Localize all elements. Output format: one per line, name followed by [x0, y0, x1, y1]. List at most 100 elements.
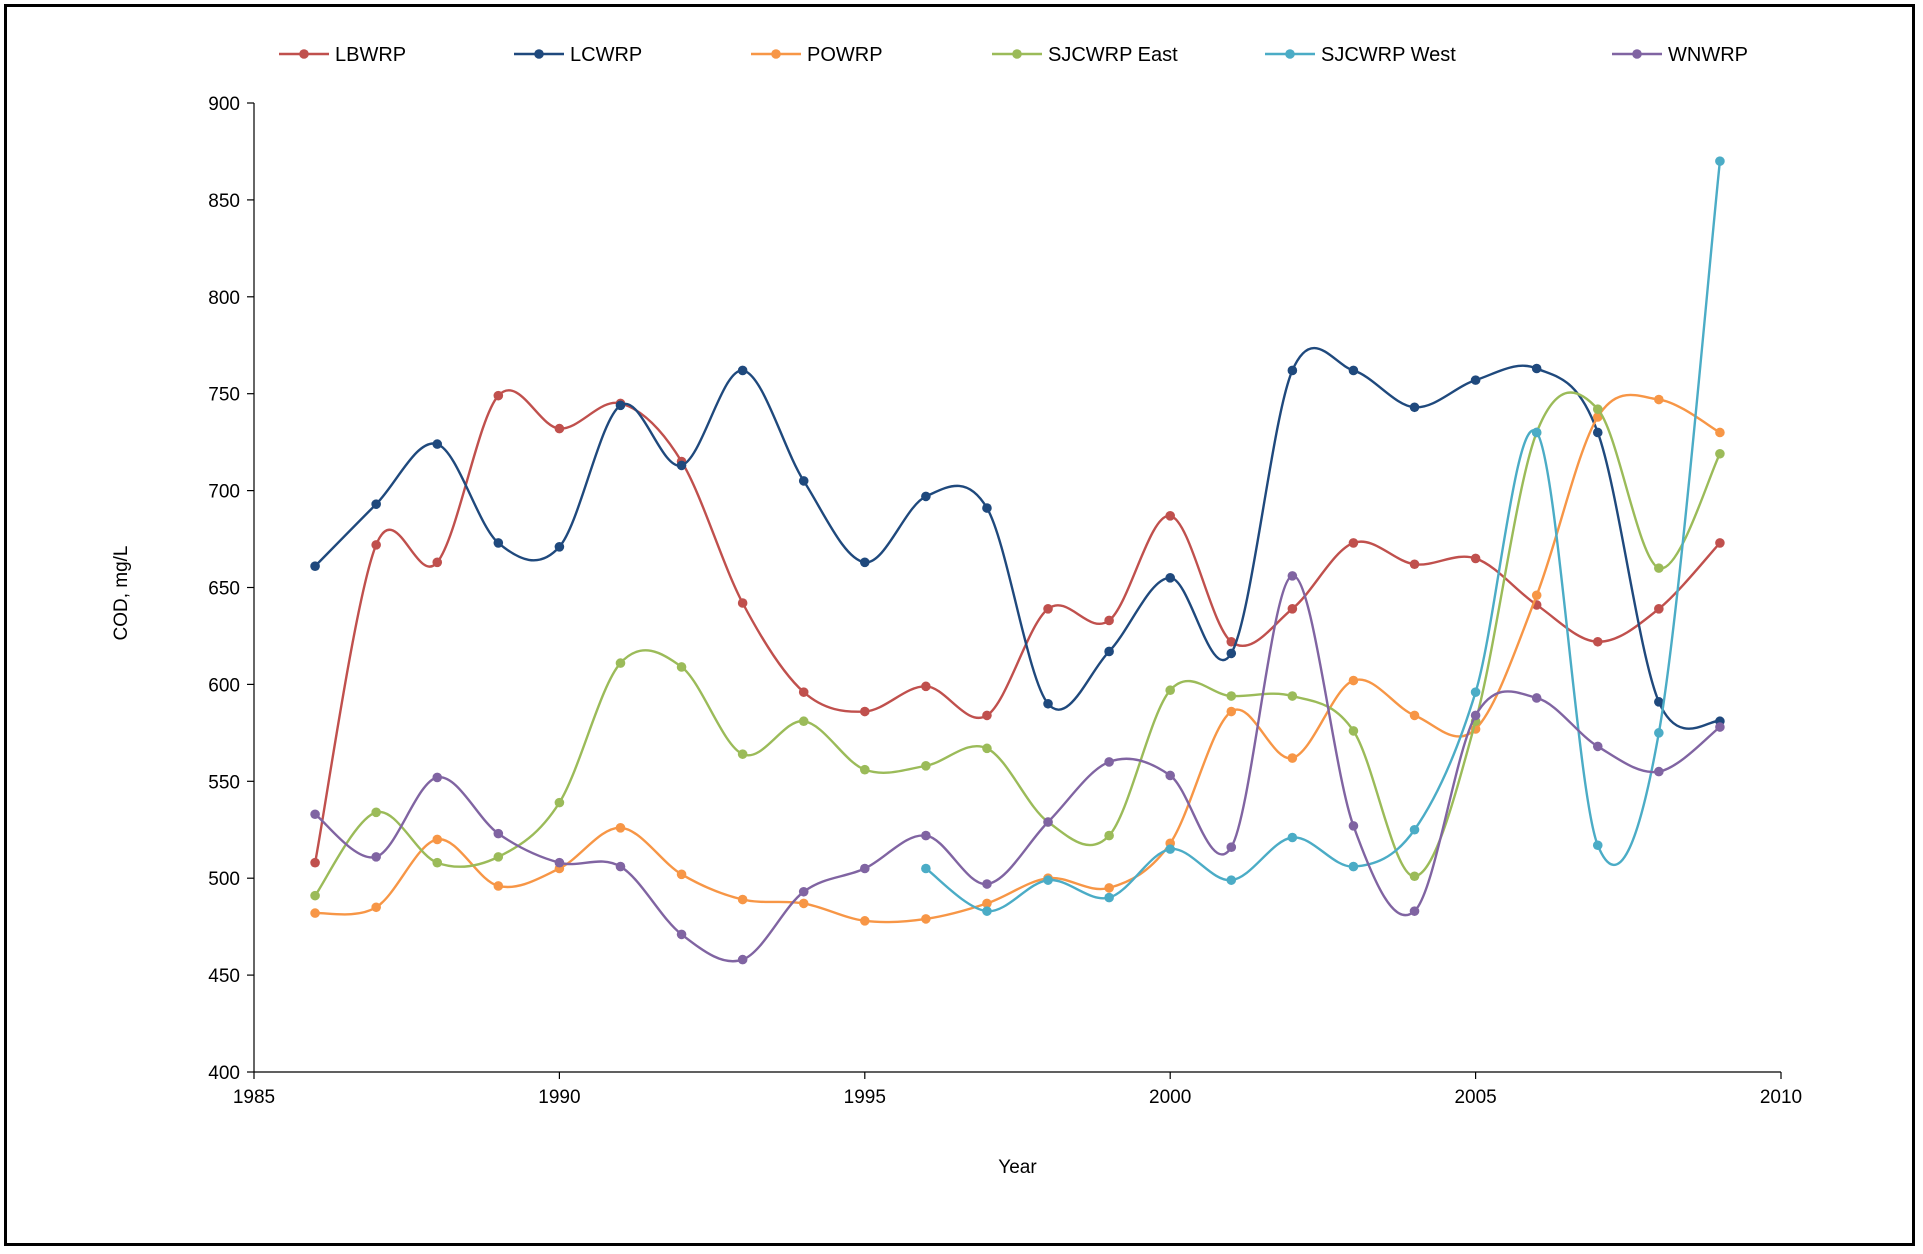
legend-item-lbwrp: LBWRP [279, 44, 406, 66]
data-point-wnwrp [432, 772, 443, 783]
data-point-powrp [1409, 710, 1420, 721]
series-line-sjcwrp-east [314, 391, 1721, 897]
data-point-powrp [1287, 753, 1298, 763]
data-point-sjcwrp-east [493, 852, 504, 862]
data-point-powrp [860, 916, 870, 926]
data-point-lcwrp [371, 499, 381, 509]
data-point-sjcwrp-east [1348, 726, 1359, 736]
data-point-lcwrp [737, 365, 748, 376]
data-point-sjcwrp-east [1165, 685, 1175, 696]
data-point-lcwrp [1287, 365, 1298, 376]
data-point-sjcwrp-east [676, 662, 687, 672]
data-point-wnwrp [493, 828, 504, 839]
data-point-sjcwrp-west [1592, 840, 1603, 851]
data-point-sjcwrp-east [310, 890, 320, 901]
legend-label-sjcwrp-west: SJCWRP West [1321, 44, 1456, 66]
data-point-wnwrp [737, 954, 748, 965]
y-tick-label: 550 [208, 772, 240, 793]
data-point-wnwrp [554, 857, 565, 868]
data-point-powrp [921, 914, 931, 924]
data-point-lbwrp [432, 557, 443, 568]
data-point-sjcwrp-east [1654, 563, 1664, 573]
data-point-sjcwrp-east [982, 743, 992, 754]
y-tick-label: 500 [208, 869, 240, 890]
data-point-sjcwrp-east [615, 658, 626, 668]
data-point-powrp [310, 908, 320, 918]
data-point-sjcwrp-west [1470, 687, 1481, 697]
series-sjcwrp-west [921, 156, 1725, 916]
x-tick-label: 2000 [1149, 1087, 1191, 1108]
data-point-sjcwrp-east [1715, 448, 1725, 459]
legend-item-sjcwrp-east: SJCWRP East [992, 44, 1178, 66]
legend-label-sjcwrp-east: SJCWRP East [1048, 44, 1178, 66]
y-tick-label: 700 [208, 482, 240, 503]
data-point-sjcwrp-west [1531, 427, 1542, 438]
data-point-lcwrp [1409, 402, 1420, 413]
data-point-sjcwrp-east [371, 807, 381, 818]
data-point-wnwrp [1654, 766, 1664, 777]
data-point-powrp [1104, 883, 1114, 893]
data-point-sjcwrp-west [1348, 861, 1359, 872]
data-point-powrp [371, 902, 381, 913]
data-point-powrp [1226, 706, 1237, 717]
data-point-wnwrp [798, 886, 809, 897]
data-point-lbwrp [1348, 538, 1359, 548]
data-point-wnwrp [1043, 817, 1053, 827]
data-point-powrp [676, 869, 687, 880]
y-tick-label: 650 [208, 579, 240, 600]
legend-label-wnwrp: WNWRP [1668, 44, 1748, 66]
series-lbwrp [310, 389, 1725, 868]
series-sjcwrp-east [310, 391, 1725, 901]
data-point-wnwrp [1226, 842, 1237, 852]
data-point-lcwrp [493, 538, 504, 548]
data-point-lbwrp [737, 598, 748, 608]
data-point-wnwrp [921, 830, 931, 841]
data-point-sjcwrp-east [921, 760, 931, 771]
data-point-sjcwrp-west [1409, 824, 1420, 835]
series-powrp [310, 393, 1725, 926]
data-point-wnwrp [676, 929, 687, 940]
data-point-wnwrp [1592, 741, 1603, 752]
x-tick-label: 2010 [1760, 1087, 1802, 1108]
y-tick-label: 400 [208, 1063, 240, 1084]
data-point-lcwrp [676, 460, 687, 471]
data-point-lcwrp [1226, 648, 1237, 659]
legend-label-lcwrp: LCWRP [570, 44, 642, 66]
series-lcwrp [310, 346, 1725, 730]
data-point-lcwrp [1470, 375, 1481, 385]
data-point-lcwrp [798, 476, 809, 486]
chart-series [310, 156, 1725, 965]
x-tick-label: 1995 [844, 1087, 886, 1108]
data-point-sjcwrp-west [1165, 844, 1175, 854]
data-point-sjcwrp-east [1226, 691, 1237, 701]
series-line-wnwrp [314, 574, 1721, 963]
data-point-sjcwrp-east [554, 797, 565, 808]
data-point-powrp [493, 881, 504, 891]
y-tick-label: 900 [208, 94, 240, 115]
x-tick-label: 1985 [233, 1087, 275, 1108]
data-point-wnwrp [1531, 693, 1542, 703]
data-point-lbwrp [1165, 510, 1175, 521]
legend-label-lbwrp: LBWRP [335, 44, 406, 66]
series-line-lbwrp [313, 389, 1721, 863]
data-point-sjcwrp-east [737, 749, 748, 759]
data-point-lcwrp [1165, 573, 1175, 583]
data-point-lcwrp [982, 503, 992, 513]
y-tick-label: 600 [208, 675, 240, 696]
y-tick-label: 850 [208, 191, 240, 212]
data-point-powrp [1715, 427, 1725, 438]
data-point-sjcwrp-east [1409, 871, 1420, 882]
data-point-powrp [737, 894, 748, 905]
data-point-lcwrp [1104, 646, 1114, 657]
data-point-lbwrp [310, 857, 320, 868]
data-point-lbwrp [798, 687, 809, 697]
data-point-lcwrp [554, 542, 565, 552]
y-tick-label: 800 [208, 288, 240, 309]
series-line-lcwrp [314, 346, 1721, 730]
x-tick-label: 1990 [538, 1087, 580, 1108]
data-point-sjcwrp-west [1287, 832, 1298, 843]
data-point-lcwrp [310, 561, 320, 571]
data-point-sjcwrp-west [1715, 156, 1725, 166]
legend-item-wnwrp: WNWRP [1612, 44, 1748, 66]
legend-marker-wnwrp [1632, 49, 1642, 59]
